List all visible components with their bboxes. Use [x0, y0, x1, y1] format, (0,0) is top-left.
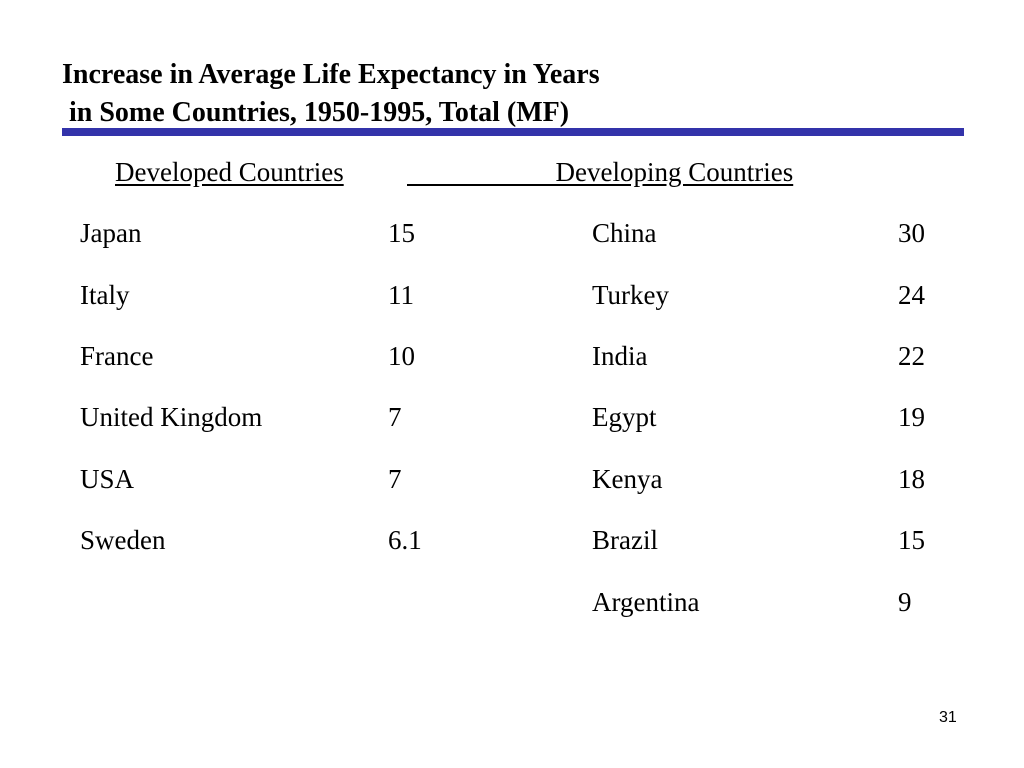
page-number: 31	[939, 709, 957, 726]
developing-country-value: 22	[898, 341, 925, 371]
slide-title: Increase in Average Life Expectancy in Y…	[62, 56, 962, 132]
developing-country-name: China	[592, 218, 657, 248]
developed-country-name: USA	[80, 464, 135, 494]
developing-country-value: 30	[898, 218, 925, 248]
developing-country-value: 24	[898, 280, 925, 310]
developed-country-value: 15	[388, 218, 415, 248]
developing-country-name: India	[592, 341, 648, 371]
developed-country-name: Japan	[80, 218, 142, 248]
developed-country-name: Italy	[80, 280, 130, 310]
developing-country-name: Kenya	[592, 464, 663, 494]
developed-countries-header: Developed Countries	[115, 157, 344, 187]
developed-country-value: 7	[388, 464, 402, 494]
developing-country-value: 19	[898, 402, 925, 432]
developing-country-name: Turkey	[592, 280, 670, 310]
developing-country-name: Argentina	[592, 587, 700, 617]
developing-country-name: Brazil	[592, 525, 658, 555]
title-line-2: in Some Countries, 1950-1995, Total (MF)	[62, 97, 570, 128]
title-line-1: Increase in Average Life Expectancy in Y…	[62, 59, 600, 90]
developed-country-name: United Kingdom	[80, 402, 263, 432]
developed-country-value: 7	[388, 402, 402, 432]
developed-country-value: 6.1	[388, 525, 422, 555]
developing-country-value: 9	[898, 587, 912, 617]
developing-countries-header: Developing Countries	[407, 157, 794, 187]
developed-country-value: 11	[388, 280, 414, 310]
developing-country-value: 15	[898, 525, 925, 555]
developed-country-value: 10	[388, 341, 415, 371]
developing-country-value: 18	[898, 464, 925, 494]
developed-country-name: France	[80, 341, 154, 371]
developing-country-name: Egypt	[592, 402, 657, 432]
title-underline-rule	[62, 128, 964, 136]
developed-country-name: Sweden	[80, 525, 166, 555]
